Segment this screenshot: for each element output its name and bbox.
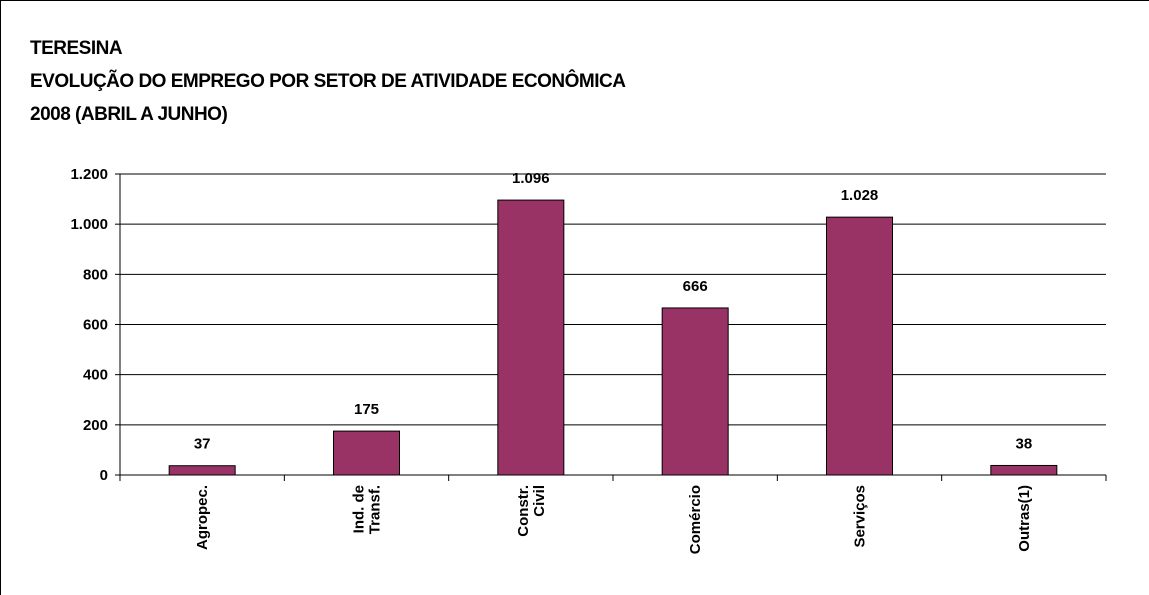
y-tick-label: 0 <box>100 467 108 484</box>
bar <box>826 216 893 476</box>
x-tick-label: Agropec. <box>194 485 211 550</box>
data-label: 37 <box>194 436 211 453</box>
y-tick-label: 600 <box>83 317 108 334</box>
y-tick-label: 800 <box>83 266 108 283</box>
bar <box>333 430 400 476</box>
y-tick-label: 1.000 <box>70 216 108 233</box>
chart-title: EVOLUÇÃO DO EMPREGO POR SETOR DE ATIVIDA… <box>30 70 626 92</box>
data-label: 666 <box>683 278 708 295</box>
data-label: 1.028 <box>841 187 879 204</box>
x-tick-label: Serviços <box>852 485 869 548</box>
x-tick-label: Constr.Civil <box>515 485 548 537</box>
x-tick-label: Outras(1) <box>1016 485 1033 552</box>
bar <box>497 199 565 476</box>
chart-title: TERESINA <box>30 38 123 59</box>
bar <box>990 464 1058 476</box>
y-tick-label: 400 <box>83 367 108 384</box>
data-label: 175 <box>354 401 379 418</box>
x-tick-label: Comércio <box>687 485 704 554</box>
data-label: 38 <box>1015 435 1032 452</box>
y-tick-label: 1.200 <box>70 166 108 183</box>
bar <box>661 307 729 476</box>
data-label: 1.096 <box>512 170 550 187</box>
chart-title: 2008 (ABRIL A JUNHO) <box>30 104 227 125</box>
y-tick-label: 200 <box>83 417 108 434</box>
x-tick-label: Ind. deTransf. <box>351 485 384 534</box>
bar <box>168 465 236 476</box>
